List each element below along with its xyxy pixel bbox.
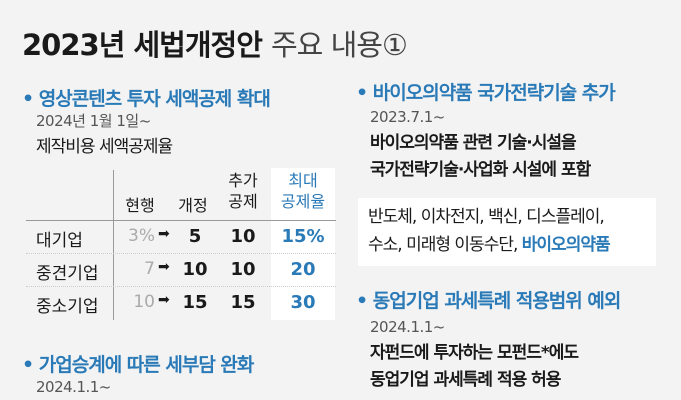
- box-line: 수소, 미래형 이동수단,: [368, 235, 522, 255]
- bullet: •: [22, 354, 34, 376]
- col-header-current: 현행: [125, 196, 155, 215]
- date: 2024년 1월 1일~: [36, 112, 151, 130]
- date: 2023.7.1~: [370, 108, 445, 126]
- max-rate: 15%: [281, 226, 325, 247]
- row-name: 중소기업: [36, 297, 99, 317]
- table-label: 제작비용 세액공제율: [36, 137, 173, 157]
- bullet: •: [356, 82, 368, 104]
- heading-text: 동업기업 과세특례 적용범위 예외: [372, 290, 622, 312]
- col-header-revised: 개정: [178, 196, 208, 215]
- bullet: •: [22, 88, 34, 110]
- title-light: 주요 내용①: [271, 28, 408, 62]
- section-heading-content: • 영상콘텐츠 투자 세액공제 확대: [22, 84, 271, 111]
- section-heading-partnership: • 동업기업 과세특례 적용범위 예외: [356, 286, 622, 313]
- extra-rate: 10: [230, 259, 256, 280]
- arrow-icon: ➡: [158, 226, 170, 242]
- revised-rate: 10: [182, 259, 208, 280]
- max-column-bg: [271, 168, 335, 320]
- arrow-icon: ➡: [158, 292, 170, 308]
- current-rate: 10: [133, 292, 155, 312]
- divider: [26, 253, 336, 254]
- extra-rate: 10: [230, 226, 256, 247]
- section-heading-bio: • 바이오의약품 국가전략기술 추가: [356, 78, 616, 105]
- row-name: 대기업: [36, 231, 83, 251]
- current-rate: 7: [144, 259, 155, 279]
- box-line: 반도체, 이차전지, 백신, 디스플레이,: [368, 207, 605, 227]
- page-title: 2023년 세법개정안 주요 내용①: [22, 22, 408, 64]
- divider: [26, 286, 336, 287]
- current-rate: 3%: [128, 226, 155, 246]
- date: 2024.1.1~: [36, 378, 111, 396]
- body-line: 동업기업 과세특례 적용 허용: [370, 370, 561, 390]
- bullet: •: [356, 290, 368, 312]
- col-header-max: 최대 공제율: [280, 171, 326, 211]
- body-line: 바이오의약품 관련 기술·시설을: [370, 133, 577, 153]
- divider: [26, 220, 336, 221]
- max-rate: 20: [290, 259, 316, 280]
- tech-list-box: 반도체, 이차전지, 백신, 디스플레이, 수소, 미래형 이동수단, 바이오의약…: [358, 198, 656, 266]
- col-header-extra: 추가 공제: [228, 171, 258, 211]
- row-name: 중견기업: [36, 264, 99, 284]
- highlight: 바이오의약품: [521, 235, 611, 255]
- revised-rate: 15: [182, 292, 208, 313]
- body-line: 자펀드에 투자하는 모펀드*에도: [370, 343, 579, 363]
- heading-text: 가업승계에 따른 세부담 완화: [38, 354, 255, 376]
- date: 2024.1.1~: [370, 318, 445, 336]
- revised-rate: 5: [188, 226, 202, 247]
- heading-text: 영상콘텐츠 투자 세액공제 확대: [38, 88, 271, 110]
- max-rate: 30: [290, 292, 316, 313]
- section-heading-succession: • 가업승계에 따른 세부담 완화: [22, 350, 255, 377]
- body-line: 국가전략기술·사업화 시설에 포함: [370, 160, 591, 180]
- arrow-icon: ➡: [158, 259, 170, 275]
- divider: [113, 170, 114, 320]
- extra-rate: 15: [230, 292, 256, 313]
- title-bold: 2023년 세법개정안: [22, 28, 263, 62]
- heading-text: 바이오의약품 국가전략기술 추가: [372, 82, 616, 104]
